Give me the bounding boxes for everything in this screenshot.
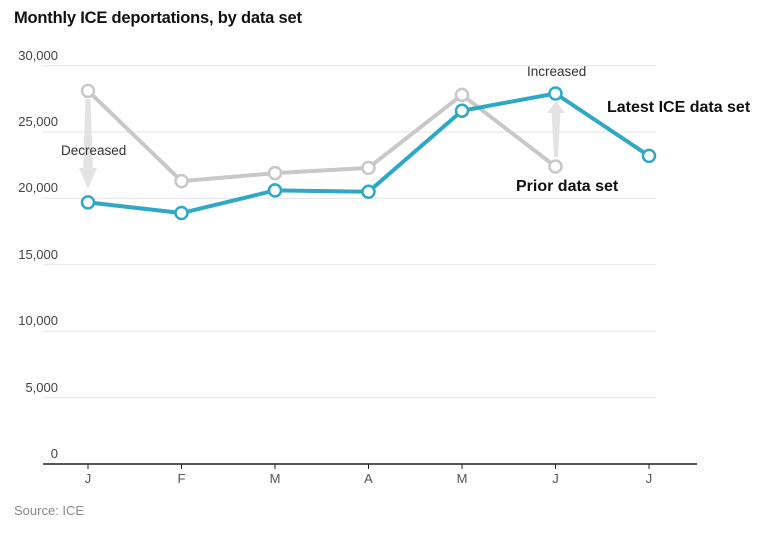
data-point-latest-ice-data-set: [267, 183, 283, 198]
line-prior-data-set: [86, 88, 558, 184]
decreased-annotation: Decreased: [61, 143, 127, 158]
x-tick-label: J: [645, 471, 653, 486]
x-tick-label: F: [177, 471, 186, 486]
data-point-prior-data-set: [174, 173, 189, 189]
decreased-arrow: [79, 99, 97, 189]
y-tick-label: 10,000: [18, 313, 58, 329]
x-axis: [43, 463, 697, 469]
y-tick-label: 30,000: [18, 47, 58, 63]
data-point-prior-data-set: [548, 159, 563, 174]
data-point-latest-ice-data-set: [80, 195, 96, 210]
y-tick-label: 0: [50, 446, 58, 461]
x-tick-label: M: [456, 471, 468, 486]
data-point-latest-ice-data-set: [361, 184, 376, 200]
source-label: Source: ICE: [14, 503, 85, 518]
y-tick-label: 25,000: [18, 114, 58, 129]
data-point-prior-data-set: [361, 160, 376, 176]
gridlines: [43, 65, 656, 399]
data-point-prior-data-set: [454, 87, 470, 103]
x-tick-label: A: [364, 471, 373, 486]
prior-series-label: Prior data set: [516, 178, 619, 195]
y-tick-label: 5,000: [25, 379, 58, 395]
x-tick-label: J: [84, 471, 92, 486]
data-point-prior-data-set: [80, 83, 96, 99]
data-point-latest-ice-data-set: [454, 103, 470, 119]
latest-series-label: Latest ICE data set: [607, 99, 751, 116]
increased-annotation: Increased: [527, 64, 587, 79]
data-series: [80, 83, 657, 221]
chart-title: Monthly ICE deportations, by data set: [14, 9, 302, 27]
data-point-prior-data-set: [267, 165, 283, 181]
x-tick-label: M: [269, 471, 281, 486]
y-tick-label: 15,000: [18, 246, 58, 262]
x-tick-label: J: [552, 471, 559, 486]
data-point-latest-ice-data-set: [548, 86, 563, 101]
y-tick-label: 20,000: [18, 180, 58, 196]
data-point-latest-ice-data-set: [641, 148, 657, 164]
data-point-latest-ice-data-set: [174, 205, 189, 221]
increased-arrow: [547, 101, 565, 157]
